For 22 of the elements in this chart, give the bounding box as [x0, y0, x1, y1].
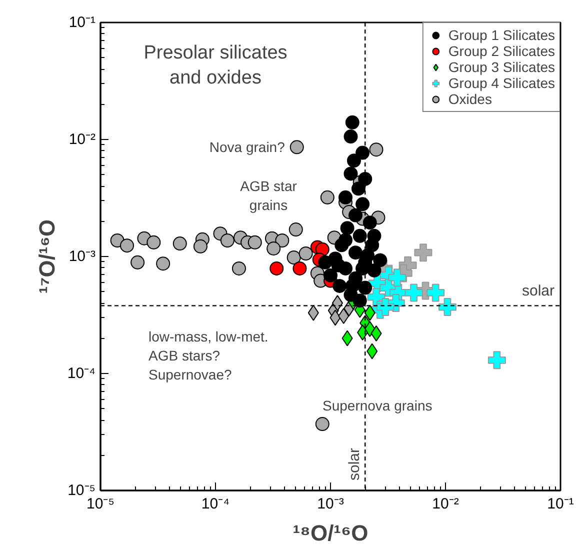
x-axis-title: ¹⁸O/¹⁶O [292, 520, 368, 546]
legend-label: Group 1 Silicates [448, 27, 555, 43]
ref-line-label: solar [346, 448, 364, 480]
y-tick-label: 10⁻⁴ [67, 365, 96, 382]
legend-label: Group 4 Silicates [448, 75, 555, 91]
y-axis-title: ¹⁷O/¹⁶O [34, 219, 60, 294]
ref-line-label: solar [522, 282, 555, 300]
x-tick-label: 10⁻³ [317, 496, 344, 512]
annotation: AGB star grains [240, 178, 298, 214]
annotation: low-mass, low-met. AGB stars? Supernovae? [148, 328, 268, 383]
y-tick-label: 10⁻¹ [68, 14, 96, 31]
legend-label: Group 3 Silicates [448, 59, 555, 75]
annotation: Nova grain? [209, 139, 286, 156]
x-tick-label: 10⁻² [432, 496, 459, 512]
x-tick-label: 10⁻¹ [547, 496, 574, 512]
legend-label: Group 2 Silicates [448, 43, 555, 59]
y-tick-label: 10⁻³ [68, 248, 96, 265]
text: Presolar silicates and oxides [144, 42, 288, 89]
y-tick-label: 10⁻² [68, 131, 96, 148]
annotation: Supernova grains [322, 398, 432, 414]
x-tick-label: 10⁻⁴ [201, 496, 230, 512]
legend-label: Oxides [448, 91, 492, 107]
